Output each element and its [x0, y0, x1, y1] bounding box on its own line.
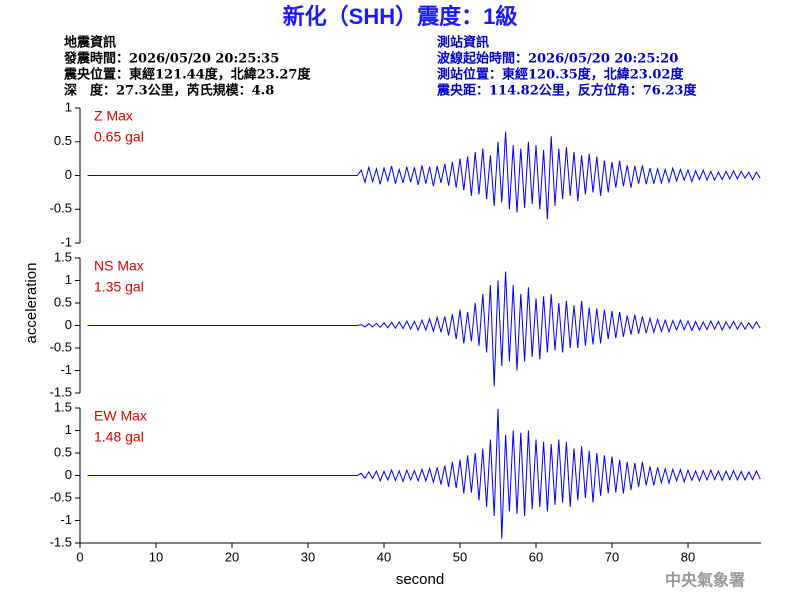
- y-tick-label: -0.5: [50, 201, 72, 216]
- info-right: 測站位置：東經120.35度，北緯23.02度: [437, 67, 684, 83]
- y-tick-label: 0: [65, 467, 72, 482]
- chart-title: 新化（SHH）震度：1級: [283, 4, 518, 29]
- waveform: [87, 271, 761, 387]
- y-tick-label: 1.5: [54, 249, 72, 264]
- x-tick-label: 50: [453, 549, 467, 564]
- waveform: [87, 408, 761, 539]
- panel-max-label: 1.48 gal: [94, 429, 144, 445]
- panel-max-label: 0.65 gal: [94, 129, 144, 145]
- x-tick-label: 80: [681, 549, 695, 564]
- info-left: 發震時間：2026/05/20 20:25:35: [63, 51, 279, 67]
- info-left: 深 度：27.3公里，芮氏規模：4.8: [64, 83, 274, 99]
- x-tick-label: 60: [529, 549, 543, 564]
- x-tick-label: 0: [76, 549, 83, 564]
- y-tick-label: 0.5: [54, 444, 72, 459]
- y-tick-label: 1: [65, 422, 72, 437]
- info-right: 波線起始時間：2026/05/20 20:25:20: [437, 51, 678, 67]
- x-tick-label: 30: [301, 549, 315, 564]
- y-tick-label: 0: [65, 167, 72, 182]
- footer-logo: 中央氣象署: [665, 571, 745, 590]
- y-tick-label: 1: [65, 272, 72, 287]
- panel-annotation: NS Max: [94, 258, 144, 274]
- info-left: 地震資訊: [64, 35, 116, 51]
- info-right: 震央距：114.82公里，反方位角：76.23度: [436, 83, 697, 99]
- y-tick-label: -1.5: [50, 534, 72, 549]
- y-tick-label: 0: [65, 317, 72, 332]
- x-tick-label: 70: [605, 549, 619, 564]
- y-tick-label: -1: [60, 512, 72, 527]
- x-tick-label: 40: [377, 549, 391, 564]
- x-tick-label: 10: [149, 549, 163, 564]
- y-tick-label: -1.5: [50, 384, 72, 399]
- y-tick-label: -1: [60, 234, 72, 249]
- y-tick-label: -1: [60, 362, 72, 377]
- x-axis-label: second: [396, 571, 444, 588]
- y-tick-label: -0.5: [50, 339, 72, 354]
- info-right: 測站資訊: [437, 35, 489, 51]
- y-tick-label: 1.5: [54, 399, 72, 414]
- panel-annotation: EW Max: [94, 408, 147, 424]
- y-tick-label: 0.5: [54, 133, 72, 148]
- y-tick-label: 0.5: [54, 294, 72, 309]
- panel-annotation: Z Max: [94, 108, 133, 124]
- waveform: [87, 131, 761, 220]
- x-tick-label: 20: [225, 549, 239, 564]
- y-axis-label: acceleration: [23, 263, 40, 344]
- y-tick-label: -0.5: [50, 489, 72, 504]
- panel-max-label: 1.35 gal: [94, 279, 144, 295]
- y-tick-label: 1: [65, 99, 72, 114]
- info-left: 震央位置：東經121.44度，北緯23.27度: [63, 67, 311, 83]
